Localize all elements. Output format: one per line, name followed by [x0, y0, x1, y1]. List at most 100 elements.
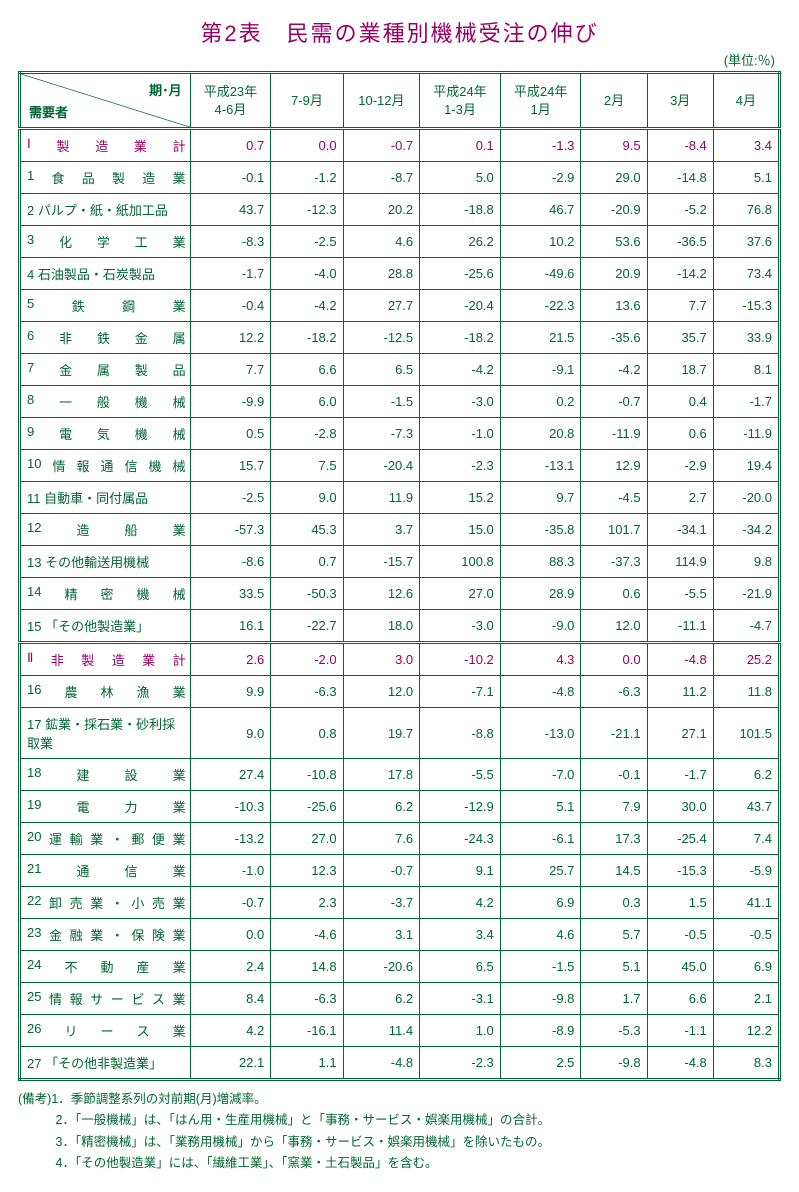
cell-value: 9.1 — [420, 855, 501, 887]
cell-value: 0.6 — [647, 418, 713, 450]
cell-value: -15.3 — [713, 290, 779, 322]
cell-value: 9.0 — [190, 708, 271, 759]
cell-value: -2.9 — [500, 162, 581, 194]
row-label: 14精密機械 — [20, 578, 191, 610]
table-row: 3化学工業-8.3-2.54.626.210.253.6-36.537.6 — [20, 226, 780, 258]
cell-value: -2.0 — [271, 643, 343, 676]
cell-value: 18.7 — [647, 354, 713, 386]
row-label: 22卸売業・小売業 — [20, 887, 191, 919]
cell-value: -1.2 — [271, 162, 343, 194]
cell-value: -13.2 — [190, 823, 271, 855]
table-row: 2 パルプ・紙・紙加工品43.7-12.320.2-18.846.7-20.9-… — [20, 194, 780, 226]
cell-value: -8.9 — [500, 1015, 581, 1047]
cell-value: 11.9 — [343, 482, 420, 514]
column-header-1: 7-9月 — [271, 73, 343, 129]
cell-value: 15.2 — [420, 482, 501, 514]
table-row: 24不動産業2.414.8-20.66.5-1.55.145.06.9 — [20, 951, 780, 983]
row-label: 25情報サービス業 — [20, 983, 191, 1015]
table-row: 11 自動車・同付属品-2.59.011.915.29.7-4.52.7-20.… — [20, 482, 780, 514]
cell-value: -1.7 — [713, 386, 779, 418]
cell-value: -36.5 — [647, 226, 713, 258]
table-row: 15 「その他製造業」16.1-22.718.0-3.0-9.012.0-11.… — [20, 610, 780, 643]
cell-value: 2.3 — [271, 887, 343, 919]
row-label: 7金属製品 — [20, 354, 191, 386]
cell-value: -22.7 — [271, 610, 343, 643]
cell-value: -0.1 — [190, 162, 271, 194]
cell-value: 0.0 — [271, 129, 343, 162]
cell-value: 8.1 — [713, 354, 779, 386]
cell-value: -20.0 — [713, 482, 779, 514]
cell-value: -0.5 — [713, 919, 779, 951]
cell-value: 9.8 — [713, 546, 779, 578]
table-row: 17 鉱業・採石業・砂利採取業9.00.819.7-8.8-13.0-21.12… — [20, 708, 780, 759]
cell-value: 4.2 — [190, 1015, 271, 1047]
cell-value: 18.0 — [343, 610, 420, 643]
cell-value: 7.4 — [713, 823, 779, 855]
cell-value: 3.1 — [343, 919, 420, 951]
cell-value: 7.7 — [190, 354, 271, 386]
cell-value: -6.3 — [271, 676, 343, 708]
cell-value: -4.8 — [343, 1047, 420, 1080]
cell-value: 88.3 — [500, 546, 581, 578]
cell-value: -2.3 — [420, 1047, 501, 1080]
cell-value: -9.0 — [500, 610, 581, 643]
cell-value: 22.1 — [190, 1047, 271, 1080]
cell-value: 46.7 — [500, 194, 581, 226]
row-label: 18建設業 — [20, 759, 191, 791]
cell-value: 14.5 — [581, 855, 647, 887]
cell-value: 17.3 — [581, 823, 647, 855]
cell-value: 1.5 — [647, 887, 713, 919]
row-label: 24不動産業 — [20, 951, 191, 983]
cell-value: 3.4 — [420, 919, 501, 951]
cell-value: -6.3 — [271, 983, 343, 1015]
cell-value: -25.6 — [271, 791, 343, 823]
cell-value: -22.3 — [500, 290, 581, 322]
row-label: 20運輸業・郵便業 — [20, 823, 191, 855]
cell-value: -20.9 — [581, 194, 647, 226]
cell-value: 6.6 — [647, 983, 713, 1015]
cell-value: 35.7 — [647, 322, 713, 354]
cell-value: 2.6 — [190, 643, 271, 676]
note-line: 3．「精密機械」は、「業務用機械」から「事務・サービス・娯楽用機械」を除いたもの… — [18, 1132, 781, 1153]
cell-value: 6.2 — [343, 983, 420, 1015]
cell-value: -10.8 — [271, 759, 343, 791]
cell-value: 30.0 — [647, 791, 713, 823]
cell-value: -21.9 — [713, 578, 779, 610]
cell-value: 9.7 — [500, 482, 581, 514]
table-row: 10情報通信機械15.77.5-20.4-2.3-13.112.9-2.919.… — [20, 450, 780, 482]
data-table: 期･月 需要者 平成23年4-6月7-9月10-12月平成24年1-3月平成24… — [18, 71, 781, 1081]
cell-value: -13.1 — [500, 450, 581, 482]
table-row: 1食品製造業-0.1-1.2-8.75.0-2.929.0-14.85.1 — [20, 162, 780, 194]
row-label: 2 パルプ・紙・紙加工品 — [20, 194, 191, 226]
cell-value: -15.7 — [343, 546, 420, 578]
cell-value: 0.8 — [271, 708, 343, 759]
cell-value: -8.3 — [190, 226, 271, 258]
cell-value: -1.7 — [647, 759, 713, 791]
cell-value: 3.7 — [343, 514, 420, 546]
cell-value: 1.7 — [581, 983, 647, 1015]
row-label: 5鉄鋼業 — [20, 290, 191, 322]
cell-value: 5.1 — [581, 951, 647, 983]
cell-value: 37.6 — [713, 226, 779, 258]
cell-value: -5.2 — [647, 194, 713, 226]
cell-value: -34.1 — [647, 514, 713, 546]
cell-value: -10.2 — [420, 643, 501, 676]
cell-value: 19.4 — [713, 450, 779, 482]
cell-value: -11.1 — [647, 610, 713, 643]
cell-value: -14.2 — [647, 258, 713, 290]
table-row: 25情報サービス業8.4-6.36.2-3.1-9.81.76.62.1 — [20, 983, 780, 1015]
row-label: 27 「その他非製造業」 — [20, 1047, 191, 1080]
cell-value: -3.7 — [343, 887, 420, 919]
cell-value: 2.7 — [647, 482, 713, 514]
cell-value: 27.0 — [271, 823, 343, 855]
cell-value: 12.6 — [343, 578, 420, 610]
cell-value: 20.2 — [343, 194, 420, 226]
cell-value: 1.0 — [420, 1015, 501, 1047]
table-row: 18建設業27.4-10.817.8-5.5-7.0-0.1-1.76.2 — [20, 759, 780, 791]
header-row: 期･月 需要者 平成23年4-6月7-9月10-12月平成24年1-3月平成24… — [20, 73, 780, 129]
cell-value: -1.5 — [343, 386, 420, 418]
cell-value: -12.9 — [420, 791, 501, 823]
row-label: 15 「その他製造業」 — [20, 610, 191, 643]
cell-value: 0.3 — [581, 887, 647, 919]
cell-value: 15.7 — [190, 450, 271, 482]
